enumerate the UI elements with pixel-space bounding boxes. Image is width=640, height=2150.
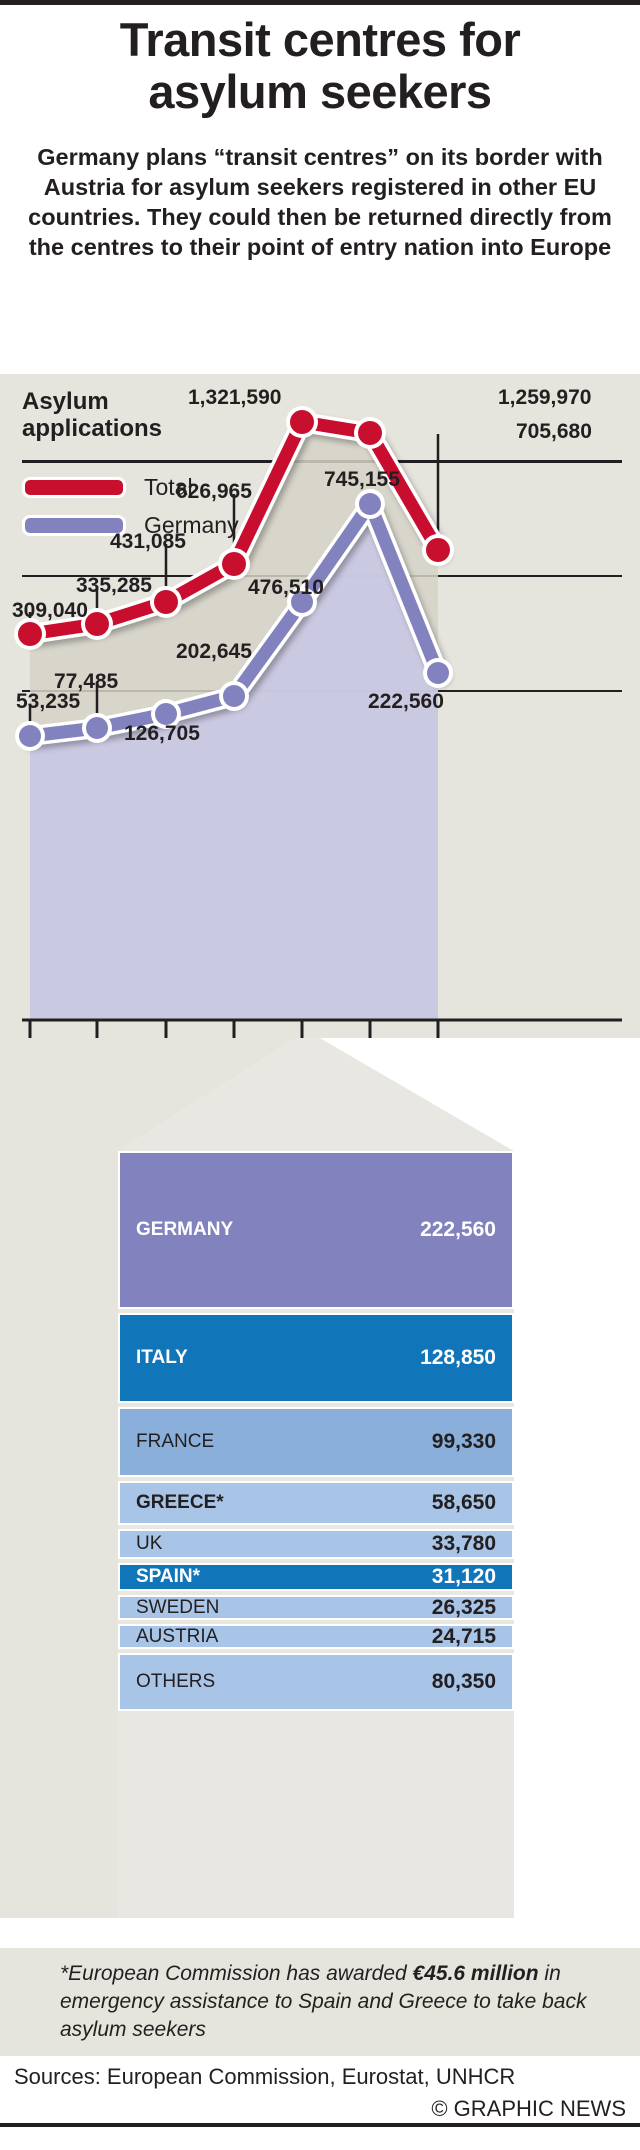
total-label-2013: 431,085 <box>110 530 186 553</box>
x-axis-ticks <box>28 1020 440 1038</box>
germany-label-2017: 222,560 <box>368 690 444 713</box>
bottom-divider <box>0 2123 640 2127</box>
bar-row-sweden[interactable]: SWEDEN 26,325 <box>118 1595 514 1620</box>
bar-label-spain: SPAIN* <box>136 1566 201 1587</box>
standfirst-text: Germany plans “transit centres” on its b… <box>28 144 612 260</box>
total-label-2011: 309,040 <box>12 599 88 622</box>
legend-label-germany: Germany <box>144 511 239 538</box>
footnote-amount: €45.6 million <box>412 1962 539 1985</box>
bar-value-spain: 31,120 <box>431 1565 496 1588</box>
total-label-2015: 1,321,590 <box>188 386 282 409</box>
bar-value-germany: 222,560 <box>420 1218 496 1241</box>
bar-value-austria: 24,715 <box>431 1624 496 1648</box>
bar-row-austria[interactable]: AUSTRIA 24,715 <box>118 1624 514 1649</box>
bar-row-france[interactable]: FRANCE 99,330 <box>118 1407 514 1477</box>
bar-label-greece: GREECE* <box>136 1492 224 1513</box>
bar-row-greece[interactable]: GREECE* 58,650 <box>118 1481 514 1525</box>
bar-label-france: FRANCE <box>136 1431 215 1452</box>
chart-legend: Total Germany <box>22 468 322 544</box>
total-label-2014: 626,965 <box>176 480 252 503</box>
total-label-2012: 335,285 <box>76 574 152 597</box>
bar-row-uk[interactable]: UK 33,780 <box>118 1529 514 1559</box>
bar-label-germany: GERMANY <box>136 1219 234 1240</box>
bar-label-others: OTHERS <box>136 1671 216 1692</box>
bar-value-italy: 128,850 <box>420 1346 496 1369</box>
germany-label-2016: 745,155 <box>324 468 400 491</box>
bar-row-others[interactable]: OTHERS 80,350 <box>118 1653 514 1711</box>
bar-label-austria: AUSTRIA <box>136 1625 219 1647</box>
footnote-post: in emergency assistance to Spain and Gre… <box>60 1962 587 2041</box>
footnote-text: *European Commission has awarded €45.6 m… <box>60 1960 620 2044</box>
headline-line-1: Transit centres for <box>119 13 521 66</box>
legend-swatch-total-icon <box>22 476 126 498</box>
chart-title-line-1: Asylum <box>22 388 109 415</box>
sources-text: Sources: European Commission, Eurostat, … <box>14 2064 516 2089</box>
chart-title: Asylum applications <box>22 388 162 442</box>
footnote-pre: *European Commission has awarded <box>60 1962 413 1985</box>
total-series-points <box>14 406 454 650</box>
credit-text: © GRAPHIC NEWS <box>431 2096 626 2121</box>
top-divider <box>0 0 640 5</box>
bar-label-italy: ITALY <box>136 1347 188 1368</box>
bar-value-sweden: 26,325 <box>431 1595 496 1619</box>
chart-plot <box>14 406 622 1038</box>
legend-item-total: Total <box>22 468 322 506</box>
bar-row-germany[interactable]: GERMANY 222,560 <box>118 1151 514 1309</box>
bar-value-greece: 58,650 <box>431 1491 496 1514</box>
legend-item-germany: Germany <box>22 506 322 544</box>
sources-panel: Sources: European Commission, Eurostat, … <box>0 2056 640 2150</box>
chart-title-line-2: applications <box>22 415 163 442</box>
country-bars-list: GERMANY 222,560 ITALY 128,850 FRANCE 99,… <box>118 1151 514 1715</box>
page-title: Transit centres for asylum seekers <box>0 14 640 118</box>
legend-label-total: Total <box>144 473 193 500</box>
bar-value-uk: 33,780 <box>431 1532 496 1555</box>
bar-label-sweden: SWEDEN <box>136 1596 220 1618</box>
germany-label-2015: 476,510 <box>248 576 324 599</box>
line-chart-panel: Asylum applications Total Germany <box>0 374 640 1078</box>
germany-label-2011: 53,235 <box>16 690 81 713</box>
footnote-panel: *European Commission has awarded €45.6 m… <box>0 1948 640 2056</box>
headline-line-2: asylum seekers <box>148 65 492 118</box>
bar-row-spain[interactable]: SPAIN* 31,120 <box>118 1563 514 1591</box>
germany-label-2012: 77,485 <box>54 670 119 693</box>
germany-label-2014: 202,645 <box>176 640 252 663</box>
country-breakdown-section: GERMANY 222,560 ITALY 128,850 FRANCE 99,… <box>0 1038 640 1968</box>
germany-series-points <box>15 489 453 751</box>
germany-area-fill <box>30 504 438 1020</box>
bar-label-uk: UK <box>136 1533 163 1554</box>
total-label-2016: 1,259,970 <box>498 386 592 409</box>
total-label-2017: 705,680 <box>516 420 592 443</box>
bar-value-others: 80,350 <box>431 1670 496 1693</box>
legend-swatch-germany-icon <box>22 514 126 536</box>
bar-row-italy[interactable]: ITALY 128,850 <box>118 1313 514 1403</box>
germany-label-2013: 126,705 <box>124 722 200 745</box>
bar-value-france: 99,330 <box>431 1430 496 1453</box>
